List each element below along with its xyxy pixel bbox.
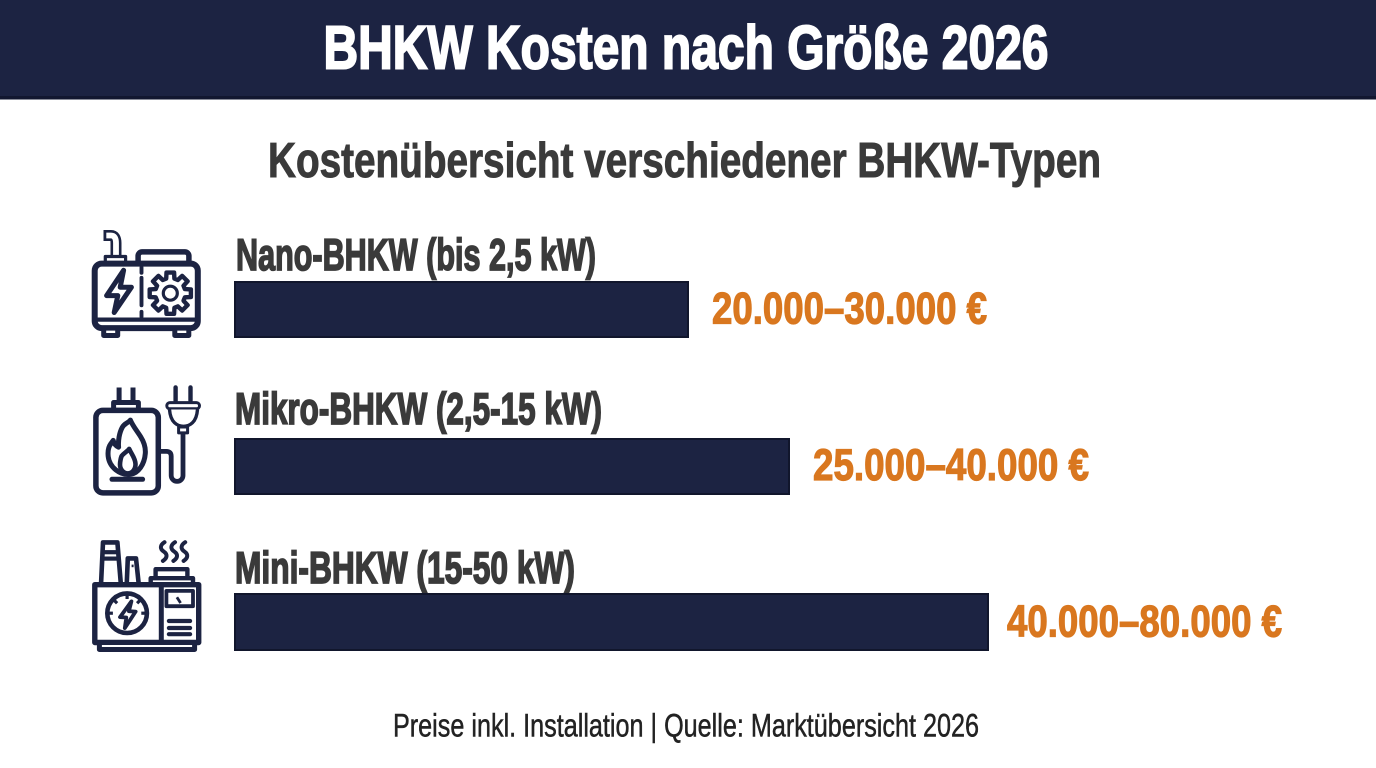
svg-text:Mini-BHKW (15-50 kW): Mini-BHKW (15-50 kW) — [235, 543, 575, 593]
svg-text:25.000–40.000 €: 25.000–40.000 € — [813, 441, 1089, 490]
svg-text:Preise inkl. Installation | Qu: Preise inkl. Installation | Quelle: Mark… — [393, 708, 979, 744]
svg-text:BHKW Kosten nach Größe 2026: BHKW Kosten nach Größe 2026 — [324, 14, 1049, 82]
svg-text:Nano-BHKW (bis 2,5 kW): Nano-BHKW (bis 2,5 kW) — [236, 230, 596, 280]
svg-text:40.000–80.000 €: 40.000–80.000 € — [1007, 598, 1282, 647]
svg-text:Kostenübersicht verschiedener: Kostenübersicht verschiedener BHKW-Typen — [268, 134, 1101, 188]
svg-text:20.000–30.000 €: 20.000–30.000 € — [712, 285, 987, 334]
svg-text:Mikro-BHKW (2,5-15 kW): Mikro-BHKW (2,5-15 kW) — [235, 384, 602, 434]
